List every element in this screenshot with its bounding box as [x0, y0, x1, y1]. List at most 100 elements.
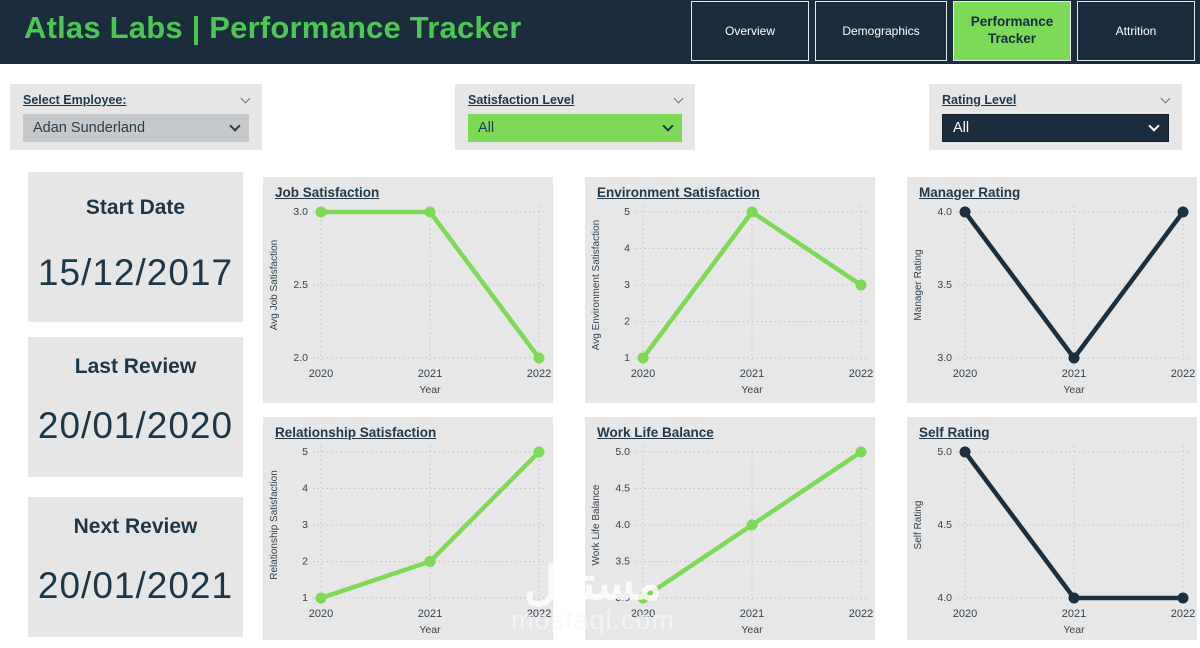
chart-title: Work Life Balance	[597, 425, 714, 440]
svg-text:2: 2	[624, 315, 630, 327]
svg-text:Avg Environment Satisfaction: Avg Environment Satisfaction	[591, 220, 602, 350]
svg-text:4.0: 4.0	[937, 206, 952, 218]
chevron-down-icon	[1148, 120, 1160, 132]
svg-text:Year: Year	[1063, 384, 1085, 396]
svg-text:2020: 2020	[309, 608, 333, 620]
svg-text:Self Rating: Self Rating	[913, 501, 924, 550]
svg-text:2021: 2021	[1062, 608, 1086, 620]
svg-text:1: 1	[624, 352, 630, 364]
job-satisfaction-chart: Job Satisfaction 3.0 2.5 2.0 2020 2021 2022 Av…	[263, 177, 553, 403]
svg-text:Year: Year	[741, 384, 763, 396]
svg-text:5: 5	[302, 446, 308, 458]
svg-text:3.5: 3.5	[615, 555, 630, 567]
svg-text:5: 5	[624, 206, 630, 218]
satisfaction-dropdown-value: All	[478, 120, 495, 136]
svg-text:2020: 2020	[953, 368, 977, 380]
svg-text:2021: 2021	[740, 608, 764, 620]
next-review-label: Next Review	[73, 515, 198, 538]
svg-text:Relationship Satisfaction: Relationship Satisfaction	[269, 470, 280, 580]
rating-slicer-label: Rating Level	[942, 93, 1017, 107]
svg-text:2022: 2022	[849, 368, 873, 380]
relationship-satisfaction-chart: Relationship Satisfaction 5 4 3 2 1 2020 2021 2…	[263, 417, 553, 640]
svg-text:2021: 2021	[418, 368, 442, 380]
chevron-down-icon[interactable]	[1160, 93, 1171, 103]
svg-text:Year: Year	[419, 624, 441, 636]
svg-text:4: 4	[302, 482, 308, 494]
rating-dropdown[interactable]: All	[942, 114, 1169, 142]
tab-overview[interactable]: Overview	[691, 1, 809, 61]
chevron-down-icon[interactable]	[240, 93, 251, 103]
chevron-down-icon	[229, 120, 241, 132]
svg-text:2020: 2020	[953, 608, 977, 620]
rating-slicer: Rating Level All	[929, 84, 1182, 150]
svg-text:2022: 2022	[1171, 368, 1195, 380]
svg-text:Manager Rating: Manager Rating	[913, 249, 924, 320]
svg-text:4.5: 4.5	[937, 519, 952, 531]
nav-tabs: Overview Demographics Performance Tracke…	[691, 1, 1195, 61]
svg-text:2021: 2021	[418, 608, 442, 620]
svg-text:4.0: 4.0	[615, 519, 630, 531]
employee-dropdown[interactable]: Adan Sunderland	[23, 114, 249, 142]
svg-text:Avg Job Satisfaction: Avg Job Satisfaction	[269, 240, 280, 330]
chart-title: Self Rating	[919, 425, 990, 440]
satisfaction-slicer-label: Satisfaction Level	[468, 93, 575, 107]
svg-text:2021: 2021	[1062, 368, 1086, 380]
chart-title: Job Satisfaction	[275, 185, 380, 200]
satisfaction-slicer: Satisfaction Level All	[455, 84, 695, 150]
svg-text:Work Life Balance: Work Life Balance	[591, 484, 602, 565]
app-header: Atlas Labs | Performance Tracker Overvie…	[0, 0, 1200, 64]
page-title: Atlas Labs | Performance Tracker	[24, 10, 522, 45]
svg-text:2.5: 2.5	[293, 279, 308, 291]
work-life-balance-chart: Work Life Balance 5.0 4.5 4.0 3.5 3.0 2020 202…	[585, 417, 875, 640]
svg-text:2: 2	[302, 555, 308, 567]
svg-text:5.0: 5.0	[937, 446, 952, 458]
tab-performance-tracker[interactable]: Performance Tracker	[953, 1, 1071, 61]
chevron-down-icon	[662, 120, 674, 132]
last-review-value: 20/01/2020	[37, 405, 234, 446]
svg-text:4.0: 4.0	[937, 592, 952, 604]
svg-text:3.0: 3.0	[293, 206, 308, 218]
svg-text:4: 4	[624, 242, 630, 254]
svg-text:Year: Year	[419, 384, 441, 396]
chart-title: Environment Satisfaction	[597, 185, 760, 200]
svg-text:2022: 2022	[527, 608, 551, 620]
svg-text:3.0: 3.0	[615, 592, 630, 604]
svg-text:2020: 2020	[631, 368, 655, 380]
employee-slicer: Select Employee: Adan Sunderland	[10, 84, 262, 150]
tab-attrition[interactable]: Attrition	[1077, 1, 1195, 61]
satisfaction-dropdown[interactable]: All	[468, 114, 682, 142]
svg-text:2.0: 2.0	[293, 352, 308, 364]
svg-text:2022: 2022	[849, 608, 873, 620]
chevron-down-icon[interactable]	[673, 93, 684, 103]
svg-text:Year: Year	[1063, 624, 1085, 636]
svg-text:5.0: 5.0	[615, 446, 630, 458]
start-date-card: Start Date 15/12/2017	[28, 172, 243, 322]
chart-title: Manager Rating	[919, 185, 1021, 200]
chart-title: Relationship Satisfaction	[275, 425, 437, 440]
svg-text:1: 1	[302, 592, 308, 604]
svg-text:3.5: 3.5	[937, 279, 952, 291]
employee-dropdown-value: Adan Sunderland	[33, 120, 146, 136]
start-date-label: Start Date	[85, 196, 186, 219]
svg-text:2022: 2022	[527, 368, 551, 380]
next-review-card: Next Review 20/01/2021	[28, 497, 243, 637]
svg-text:Year: Year	[741, 624, 763, 636]
svg-text:2020: 2020	[631, 608, 655, 620]
tab-demographics[interactable]: Demographics	[815, 1, 947, 61]
self-rating-chart: Self Rating 5.0 4.5 4.0 2020 2021 2022 Self Ra…	[907, 417, 1197, 640]
svg-text:3: 3	[302, 519, 308, 531]
rating-dropdown-value: All	[953, 120, 970, 136]
svg-text:2021: 2021	[740, 368, 764, 380]
svg-text:3.0: 3.0	[937, 352, 952, 364]
next-review-value: 20/01/2021	[37, 565, 234, 606]
svg-text:2022: 2022	[1171, 608, 1195, 620]
svg-text:3: 3	[624, 279, 630, 291]
last-review-card: Last Review 20/01/2020	[28, 337, 243, 477]
